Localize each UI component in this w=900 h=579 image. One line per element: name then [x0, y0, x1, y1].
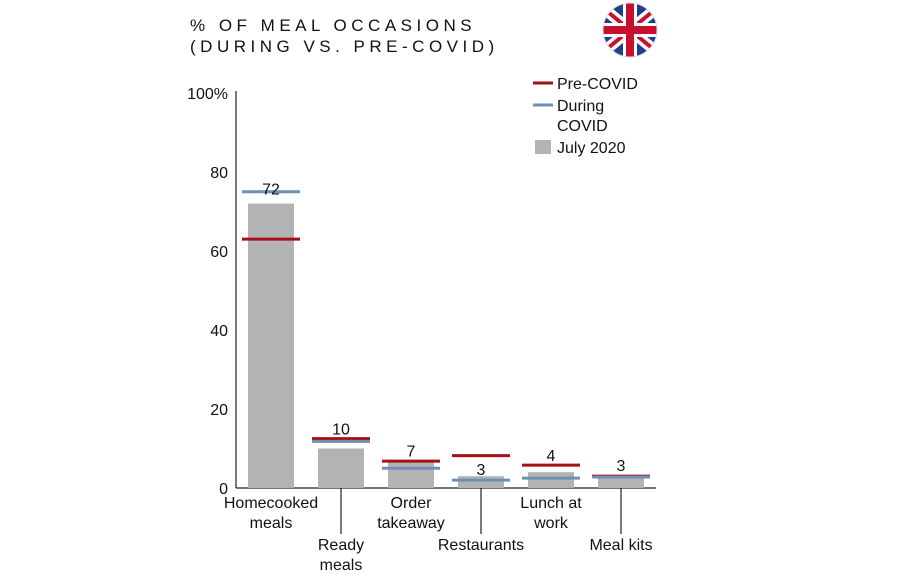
chart-title-line-2: (DURING VS. PRE-COVID) [190, 37, 499, 56]
y-tick-label: 20 [210, 402, 228, 419]
chart-title-line-1: % OF MEAL OCCASIONS [190, 16, 476, 35]
category-label: takeaway [377, 515, 445, 532]
bar [318, 448, 364, 488]
bar [388, 460, 434, 488]
category-label: work [533, 515, 569, 532]
union-jack-flag-icon [602, 2, 658, 58]
category-label: Ready [318, 537, 364, 554]
data-label: 72 [262, 182, 280, 199]
category-label: Meal kits [589, 537, 652, 554]
y-tick-label: 100% [187, 86, 228, 103]
category-label: meals [320, 557, 363, 574]
y-tick-label: 40 [210, 323, 228, 340]
data-label: 7 [407, 443, 416, 460]
legend: Pre-COVID During COVID July 2020 [533, 76, 638, 157]
bars [248, 203, 644, 488]
category-label: Order [391, 495, 433, 512]
legend-label: COVID [557, 118, 608, 135]
y-tick-label: 80 [210, 165, 228, 182]
bar [248, 203, 294, 488]
legend-label: July 2020 [557, 140, 626, 157]
category-label: meals [250, 515, 293, 532]
legend-label: Pre-COVID [557, 76, 638, 93]
axes: 100% 80 60 40 20 0 [187, 86, 656, 498]
legend-label: During [557, 98, 604, 115]
data-label: 10 [332, 422, 350, 439]
data-labels: 72 10 7 3 4 3 [262, 182, 625, 480]
bar [528, 472, 574, 488]
category-label: Restaurants [438, 537, 524, 554]
bar [598, 476, 644, 488]
category-label: Lunch at [520, 495, 582, 512]
data-label: 3 [617, 458, 626, 475]
data-label: 4 [547, 448, 556, 465]
data-label: 3 [477, 462, 486, 479]
bar [458, 476, 504, 488]
category-label: Homecooked [224, 495, 318, 512]
markers [242, 190, 650, 482]
y-tick-label: 60 [210, 244, 228, 261]
y-tick-label: 0 [219, 481, 228, 498]
category-labels: Homecooked meals Ready meals Order takeaway Re… [224, 488, 653, 574]
legend-swatch [535, 140, 551, 154]
chart-title: % OF MEAL OCCASIONS (DURING VS. PRE-COVID… [190, 16, 499, 56]
